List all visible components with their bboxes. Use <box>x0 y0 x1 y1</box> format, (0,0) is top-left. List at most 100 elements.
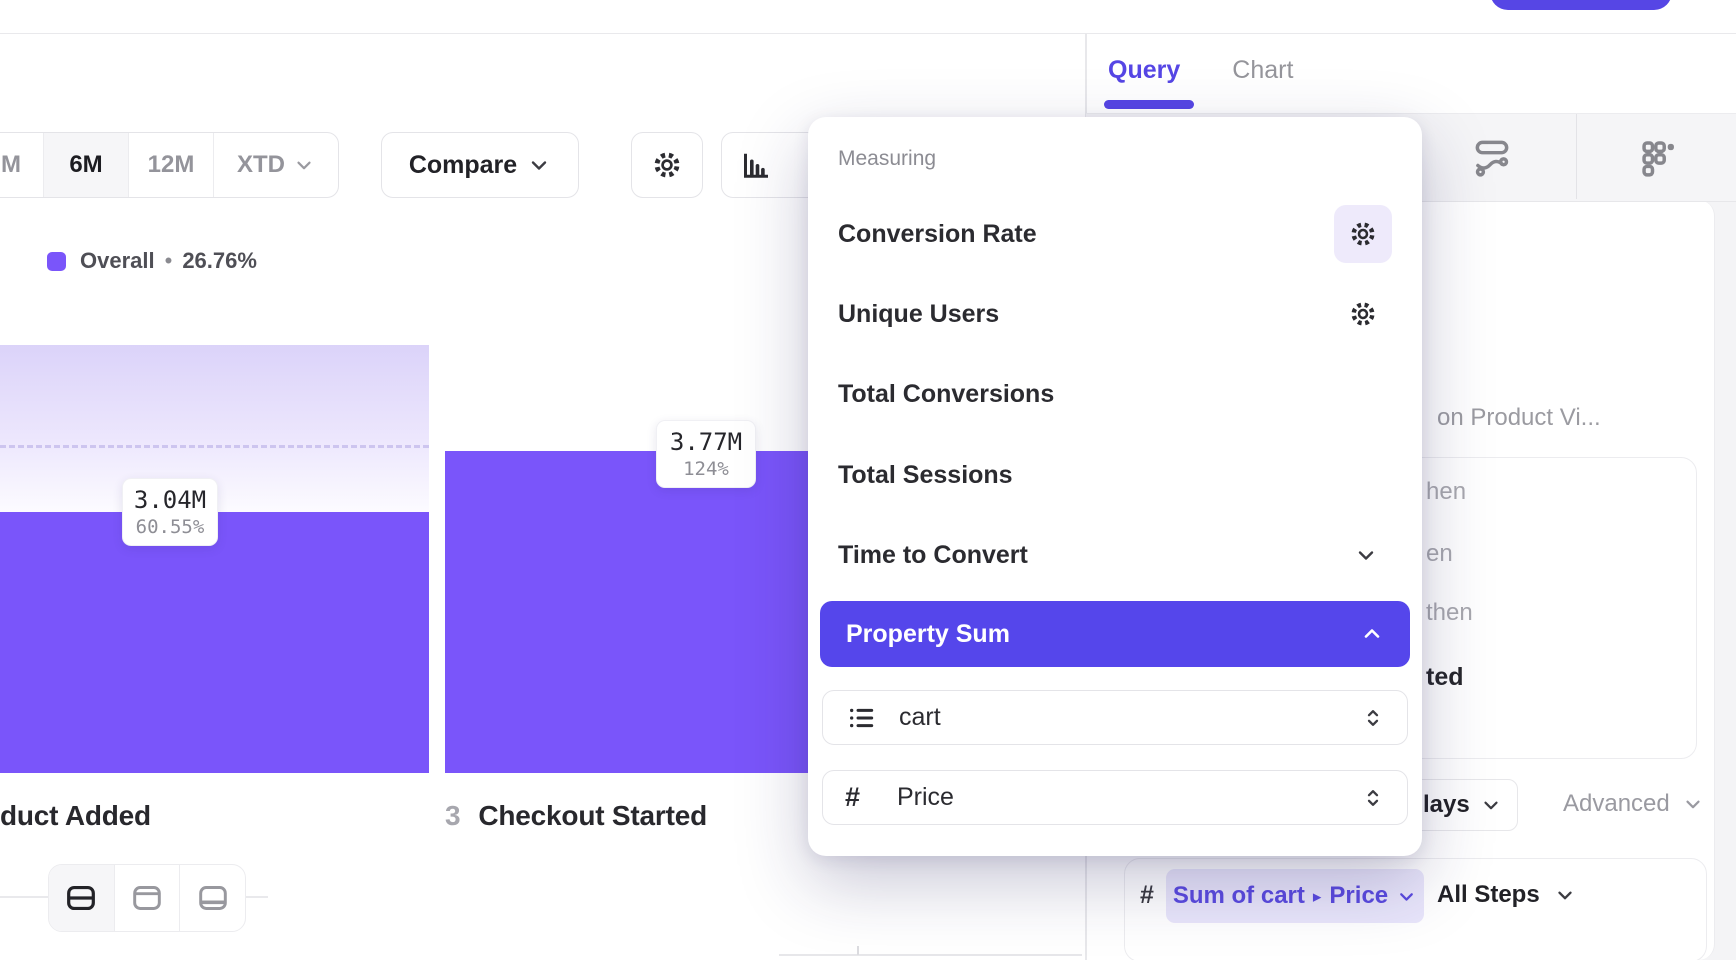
menu-item-property-sum-selected[interactable]: Property Sum <box>820 601 1410 667</box>
range-label: 6M <box>69 151 103 178</box>
chevron-down-icon <box>1682 793 1704 815</box>
range-button-6m[interactable]: 6M <box>44 133 129 197</box>
flow-icon <box>1470 136 1514 180</box>
chevron-down-icon <box>293 154 315 176</box>
chevron-down-icon <box>1480 794 1502 816</box>
legend-label: Overall <box>80 248 155 273</box>
grid-view-button[interactable] <box>1628 128 1688 188</box>
conversion-window-label: lays <box>1423 791 1470 818</box>
conversion-window-button[interactable]: lays <box>1406 779 1518 831</box>
menu-item-label: Unique Users <box>838 299 1000 328</box>
funnel-bar-checkout-started[interactable] <box>445 451 811 773</box>
menu-item-label: Total Sessions <box>838 460 1013 489</box>
chart-settings-button[interactable] <box>631 132 703 198</box>
unique-users-settings-button[interactable] <box>1334 285 1392 343</box>
menu-item-label: Total Conversions <box>838 379 1055 408</box>
query-step-row-fragment[interactable]: en <box>1426 540 1453 567</box>
range-button-xtd[interactable]: XTD <box>214 133 338 197</box>
sum-of-cart-price-chip[interactable]: Sum of cart ▸ Price <box>1166 869 1424 923</box>
advanced-label: Advanced <box>1563 790 1670 817</box>
menu-item-time-to-convert[interactable]: Time to Convert <box>808 519 1422 591</box>
split-layout-icon <box>65 883 97 913</box>
step-label-text: duct Added <box>0 800 151 831</box>
chevron-down-icon <box>1554 884 1576 906</box>
layout-toggle-group <box>48 864 246 932</box>
legend-separator: • <box>164 248 173 273</box>
funnel-reference-dashed-line <box>0 445 429 448</box>
top-layout-icon <box>131 883 163 913</box>
funnel-conversion-pct: 124% <box>683 458 729 480</box>
toolbar-divider <box>1576 114 1577 199</box>
menu-item-conversion-rate[interactable]: Conversion Rate <box>808 198 1422 270</box>
dots-grid-icon <box>1636 136 1680 180</box>
advanced-button[interactable]: Advanced <box>1563 790 1704 818</box>
bar-chart-icon <box>738 147 774 183</box>
chip-text: Sum of cart <box>1172 882 1305 909</box>
menu-item-total-sessions[interactable]: Total Sessions <box>808 439 1422 511</box>
range-label: 12M <box>147 151 195 178</box>
chevron-down-icon <box>1396 886 1417 907</box>
query-step-row-fragment[interactable]: ted <box>1426 663 1464 691</box>
gear-icon <box>1347 298 1379 330</box>
up-down-chevrons-icon <box>1361 706 1385 730</box>
range-label: M <box>1 151 21 178</box>
time-range-group: M 6M 12M XTD <box>0 132 339 198</box>
layout-top-button[interactable] <box>115 865 181 931</box>
active-tab-indicator <box>1104 100 1194 109</box>
all-steps-label: All Steps <box>1437 881 1540 908</box>
chevron-down-icon <box>527 153 551 177</box>
funnel-bar-product-added[interactable] <box>0 512 429 773</box>
range-label: XTD <box>237 151 285 178</box>
legend-item-overall[interactable]: Overall • 26.76% <box>47 247 257 275</box>
primary-action-button[interactable] <box>1490 0 1672 10</box>
step-label-checkout-started: 3 Checkout Started <box>445 800 707 838</box>
menu-item-unique-users[interactable]: Unique Users <box>808 278 1422 350</box>
divider <box>244 896 268 898</box>
legend-value: 26.76% <box>182 248 257 273</box>
query-step-row-fragment[interactable]: hen <box>1426 478 1467 505</box>
select-value: Price <box>897 783 954 811</box>
compare-button[interactable]: Compare <box>381 132 579 198</box>
measuring-header: Measuring <box>838 147 937 170</box>
select-value: cart <box>899 703 941 731</box>
gear-icon <box>650 148 684 182</box>
range-button-m[interactable]: M <box>0 133 44 197</box>
query-step-row-fragment[interactable]: then <box>1426 599 1473 626</box>
property-select-price[interactable]: # Price <box>822 770 1408 825</box>
hash-icon: # <box>845 782 861 812</box>
tab-chart[interactable]: Chart <box>1232 55 1294 84</box>
step-label-text: Checkout Started <box>478 800 707 831</box>
chip-property: Price <box>1329 882 1389 909</box>
all-steps-button[interactable]: All Steps <box>1437 881 1576 909</box>
top-bar <box>0 0 1736 34</box>
layout-split-button[interactable] <box>49 865 115 931</box>
chevron-up-icon <box>1360 622 1384 646</box>
menu-item-label: Time to Convert <box>838 540 1028 569</box>
funnel-value-card: 3.04M 60.55% <box>122 478 218 546</box>
table-top-border <box>779 954 1082 956</box>
funnel-value: 3.77M <box>669 428 743 456</box>
property-select-cart[interactable]: cart <box>822 690 1408 745</box>
layout-bottom-button[interactable] <box>180 865 245 931</box>
measuring-dropdown: Measuring Conversion Rate Unique Users T… <box>808 117 1422 856</box>
step-label-product-added: duct Added <box>0 800 151 838</box>
gear-icon <box>1347 218 1379 250</box>
legend-swatch <box>47 251 66 271</box>
table-tick <box>857 946 859 955</box>
range-button-12m[interactable]: 12M <box>129 133 214 197</box>
list-icon <box>845 702 877 734</box>
chevron-down-icon <box>1354 543 1378 567</box>
menu-item-total-conversions[interactable]: Total Conversions <box>808 358 1422 430</box>
compare-label: Compare <box>408 150 518 179</box>
funnel-value-card: 3.77M 124% <box>656 420 756 488</box>
query-section-title-fragment: on Product Vi... <box>1437 404 1601 431</box>
hash-type-icon: # <box>1140 881 1154 909</box>
conversion-rate-settings-button[interactable] <box>1334 205 1392 263</box>
flow-view-button[interactable] <box>1462 128 1522 188</box>
tab-query[interactable]: Query <box>1108 55 1181 84</box>
funnel-value: 3.04M <box>133 486 207 514</box>
funnel-conversion-pct: 60.55% <box>135 516 205 538</box>
divider <box>0 896 48 898</box>
chip-arrow-icon: ▸ <box>1312 887 1322 906</box>
